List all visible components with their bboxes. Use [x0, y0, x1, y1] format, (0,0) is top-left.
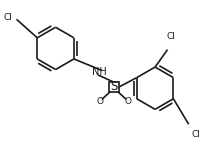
FancyBboxPatch shape	[109, 82, 119, 92]
Text: Cl: Cl	[191, 130, 200, 140]
Text: NH: NH	[92, 67, 106, 77]
Text: Cl: Cl	[3, 13, 12, 22]
Text: S: S	[110, 80, 118, 93]
Text: O: O	[124, 97, 131, 106]
Text: Cl: Cl	[167, 32, 176, 41]
Text: O: O	[97, 97, 104, 106]
